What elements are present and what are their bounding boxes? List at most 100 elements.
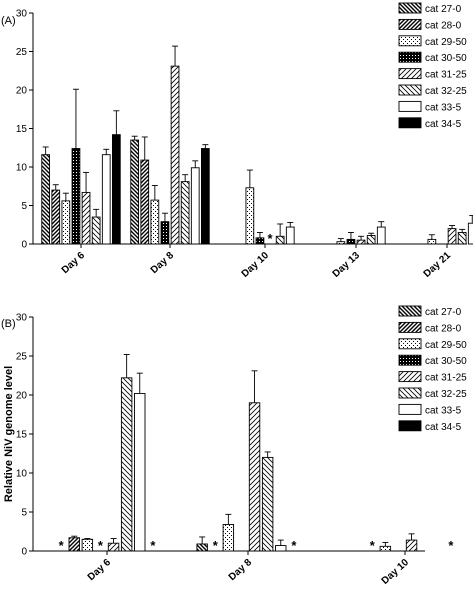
annotation-asterisk: * (291, 538, 297, 553)
bar (111, 134, 121, 245)
bar (180, 181, 190, 245)
bar (120, 377, 133, 552)
x-tick-label: Day 10 (240, 250, 272, 280)
y-tick-label: 0 (21, 547, 27, 558)
y-tick-label: 10 (16, 163, 28, 174)
x-tick-label: Day 8 (227, 557, 255, 583)
bar (467, 222, 473, 245)
legend-swatch (398, 117, 422, 129)
y-tick-label: 15 (16, 430, 28, 441)
x-tick-label: Day 6 (60, 250, 88, 276)
legend-label: cat 28-0 (425, 20, 462, 31)
legend-label: cat 31-25 (425, 373, 467, 384)
x-tick-label: Day 21 (422, 250, 454, 280)
bar (41, 154, 51, 245)
bar (405, 539, 418, 552)
bar (222, 524, 235, 552)
bar (134, 392, 146, 552)
legend-swatch (398, 84, 422, 96)
bar (71, 148, 81, 245)
legend-label: cat 33-5 (425, 405, 462, 416)
y-tick-label: 30 (16, 313, 28, 324)
annotation-asterisk: * (448, 538, 454, 553)
panel-label: (A) (1, 15, 16, 27)
legend-swatch (398, 403, 422, 415)
legend-label: cat 33-5 (425, 102, 462, 113)
x-tick-label: Day 13 (331, 250, 363, 280)
legend-label: cat 27-0 (425, 4, 462, 15)
bar (61, 200, 71, 245)
legend-label: cat 31-25 (425, 70, 467, 81)
legend-label: cat 32-25 (425, 86, 467, 97)
bar (336, 241, 346, 245)
bar (140, 159, 150, 245)
bar (285, 226, 295, 245)
legend-swatch (398, 2, 422, 14)
legend-swatch (398, 18, 422, 30)
bar (101, 154, 111, 245)
bar (379, 545, 392, 552)
bar (261, 456, 274, 552)
legend-swatch (398, 338, 422, 350)
annotation-asterisk: * (59, 538, 65, 553)
bar (81, 538, 94, 552)
bar (130, 139, 140, 245)
x-tick-label: Day 8 (149, 250, 177, 276)
legend-swatch (398, 371, 422, 383)
y-tick-label: 20 (16, 391, 28, 402)
bar (91, 216, 101, 245)
y-tick-label: 10 (16, 469, 28, 480)
y-tick-label: 25 (16, 47, 28, 58)
bar (457, 231, 467, 245)
bar (255, 237, 265, 245)
bar (196, 543, 208, 552)
annotation-asterisk: * (370, 538, 376, 553)
annotation-asterisk: * (150, 538, 156, 553)
bar (68, 537, 80, 552)
y-axis-title: Relative NiV genome level (3, 366, 15, 502)
y-tick-label: 15 (16, 124, 28, 135)
legend-label: cat 29-50 (425, 37, 467, 48)
bar (275, 545, 287, 552)
bar (245, 187, 255, 245)
legend-swatch (398, 100, 422, 112)
y-tick-label: 30 (16, 9, 28, 20)
y-tick-label: 0 (21, 240, 27, 251)
bar (190, 167, 200, 245)
bar (447, 228, 457, 245)
legend-label: cat 34-5 (425, 422, 462, 433)
bar (346, 238, 356, 245)
bar (51, 189, 61, 245)
annotation-asterisk: * (98, 538, 104, 553)
y-tick-label: 5 (21, 508, 27, 519)
bar (376, 226, 386, 245)
bar (160, 221, 170, 245)
legend-swatch (398, 51, 422, 63)
annotation-asterisk: * (268, 231, 274, 246)
legend-label: cat 27-0 (425, 307, 462, 318)
y-tick-label: 25 (16, 352, 28, 363)
y-tick-label: 5 (21, 201, 27, 212)
bar (150, 199, 160, 245)
x-tick-label: Day 10 (380, 557, 412, 587)
panel-label: (B) (1, 318, 16, 330)
legend-swatch (398, 68, 422, 80)
legend-label: cat 34-5 (425, 119, 462, 130)
legend-label: cat 29-50 (425, 340, 467, 351)
legend-swatch (398, 305, 422, 317)
legend-swatch (398, 354, 422, 366)
bar (81, 191, 91, 245)
legend-swatch (398, 35, 422, 47)
x-tick-label: Day 6 (86, 557, 114, 583)
bar (427, 238, 437, 245)
bar (366, 235, 376, 245)
bar (200, 148, 210, 245)
bar (107, 542, 120, 552)
bar (275, 235, 285, 245)
legend-label: cat 32-25 (425, 389, 467, 400)
bar (248, 402, 261, 552)
legend-label: cat 30-50 (425, 53, 467, 64)
y-tick-label: 20 (16, 86, 28, 97)
bar (356, 239, 366, 245)
